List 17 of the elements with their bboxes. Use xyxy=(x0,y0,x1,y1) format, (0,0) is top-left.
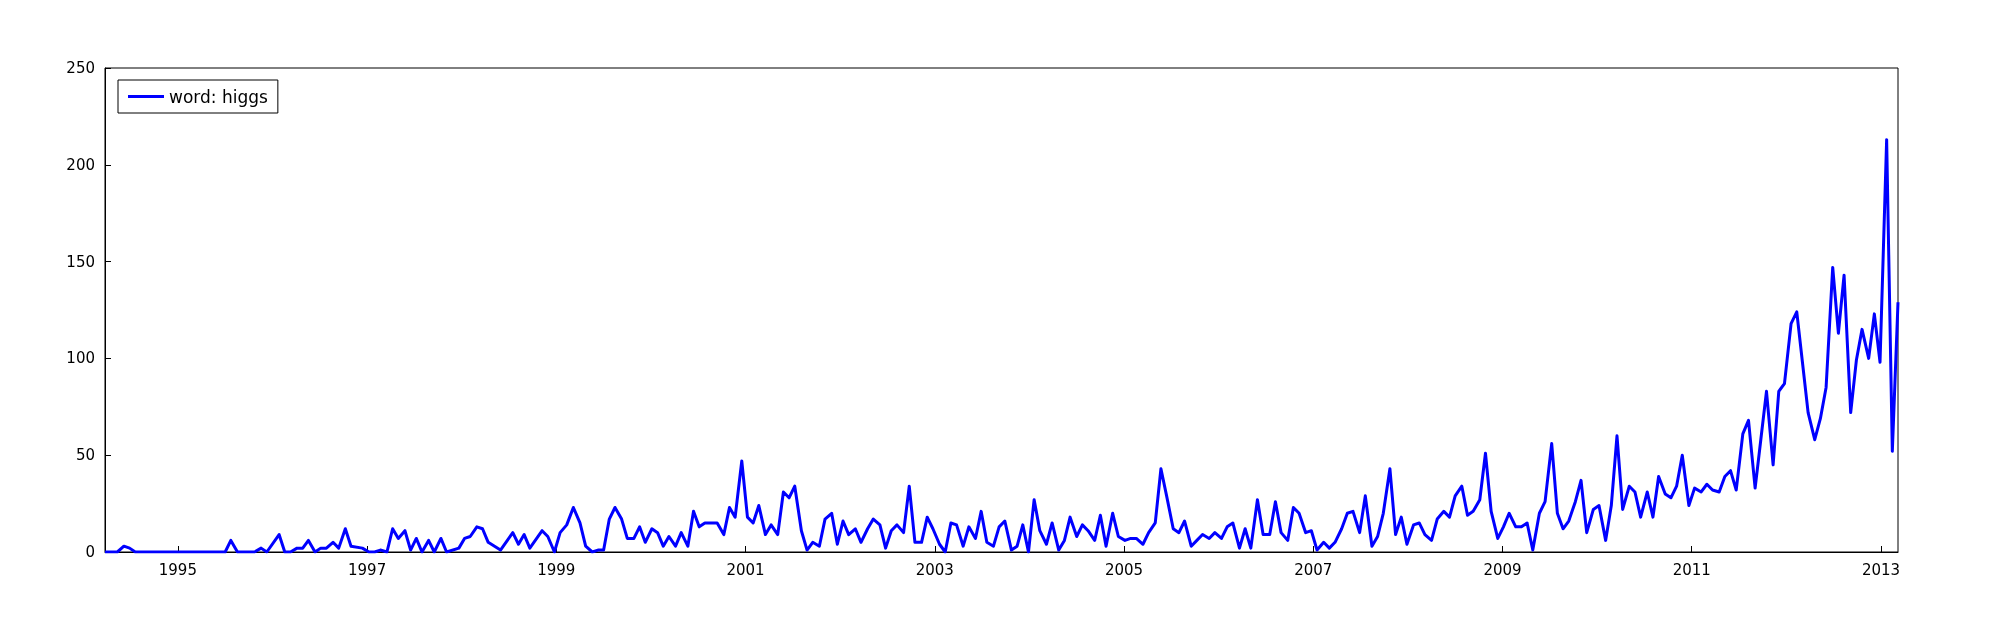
y-tick-label: 50 xyxy=(75,446,95,465)
x-tick-label: 2009 xyxy=(1483,560,1522,579)
x-tick-label: 2005 xyxy=(1104,560,1144,579)
x-tick-label: 2011 xyxy=(1672,560,1711,579)
x-tick-label: 1999 xyxy=(537,560,576,579)
x-tick-label: 2003 xyxy=(915,560,954,579)
y-tick-label: 250 xyxy=(66,59,95,77)
y-tick-label: 100 xyxy=(66,349,95,368)
y-tick-label: 0 xyxy=(85,543,95,561)
y-tick-label: 200 xyxy=(66,155,95,174)
x-tick-label: 2013 xyxy=(1861,560,1901,579)
legend-label: word: higgs xyxy=(169,86,268,107)
x-tick-label: 2007 xyxy=(1294,560,1333,579)
x-tick-label: 1995 xyxy=(158,560,197,579)
x-tick-label: 2001 xyxy=(726,560,765,579)
y-tick-label: 150 xyxy=(66,252,95,271)
x-tick-label: 1997 xyxy=(348,560,387,579)
